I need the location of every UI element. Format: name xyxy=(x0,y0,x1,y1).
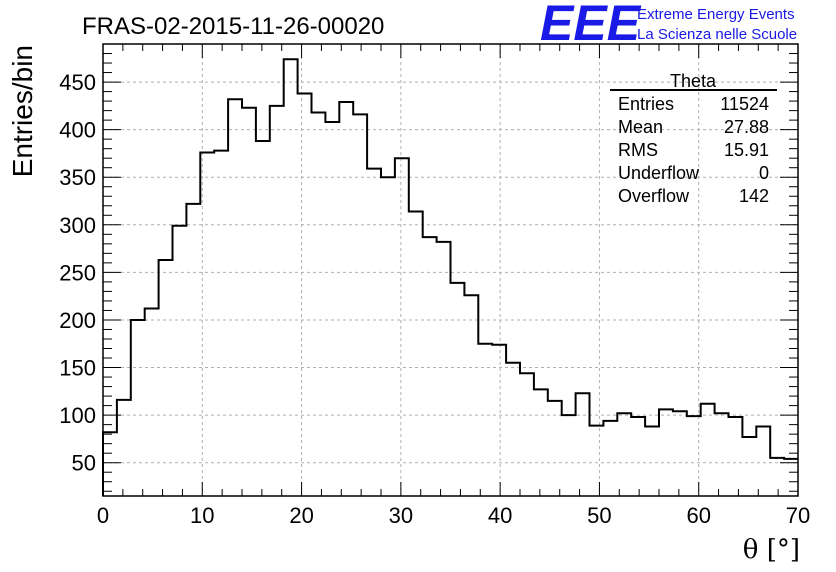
y-tick-label: 100 xyxy=(59,403,96,428)
axis-ticks xyxy=(102,44,799,496)
stats-label: Underflow xyxy=(618,163,700,183)
y-tick-label: 250 xyxy=(59,260,96,285)
x-tick-label: 30 xyxy=(389,503,413,528)
y-tick-label: 200 xyxy=(59,308,96,333)
histogram-series xyxy=(102,58,798,496)
stats-value: 0 xyxy=(759,163,769,183)
stats-value: 11524 xyxy=(720,94,769,114)
stats-label: Entries xyxy=(618,94,674,114)
logo-line-1: Extreme Energy Events xyxy=(637,6,795,23)
stats-label: Overflow xyxy=(618,186,690,206)
y-tick-label: 400 xyxy=(59,118,96,143)
stats-title: Theta xyxy=(670,71,717,91)
y-axis-label: Entries/bin xyxy=(7,45,38,177)
x-tick-label: 20 xyxy=(289,503,313,528)
grid-lines xyxy=(103,44,798,496)
run-title: FRAS-02-2015-11-26-00020 xyxy=(82,13,384,40)
y-tick-label: 150 xyxy=(59,356,96,381)
eee-logo: EEE xyxy=(540,0,642,51)
y-tick-label: 350 xyxy=(59,165,96,190)
x-tick-label: 40 xyxy=(488,503,512,528)
y-tick-label: 450 xyxy=(59,70,96,95)
x-tick-label: 10 xyxy=(190,503,214,528)
x-tick-labels: 0 10 20 30 40 50 60 70 xyxy=(97,503,810,528)
stats-value: 27.88 xyxy=(724,117,769,137)
plot-frame xyxy=(102,43,799,497)
x-tick-label: 0 xyxy=(97,503,109,528)
stats-box: Theta Entries 11524 Mean 27.88 RMS 15.91 Under… xyxy=(610,71,777,206)
logo-line-2: La Scienza nelle Scuole xyxy=(637,26,797,43)
y-tick-label: 50 xyxy=(72,451,96,476)
stats-label: RMS xyxy=(618,140,658,160)
x-tick-label: 50 xyxy=(587,503,611,528)
stats-rows: Entries 11524 Mean 27.88 RMS 15.91 Underflow 0 O… xyxy=(618,94,769,206)
x-tick-label: 70 xyxy=(786,503,810,528)
x-tick-label: 60 xyxy=(686,503,710,528)
y-tick-label: 300 xyxy=(59,213,96,238)
stats-value: 142 xyxy=(739,186,769,206)
stats-value: 15.91 xyxy=(724,140,769,160)
x-axis-label: θ [°] xyxy=(743,535,800,565)
stats-label: Mean xyxy=(618,117,663,137)
y-tick-labels: 50 100 150 200 250 300 350 400 450 xyxy=(59,70,96,476)
